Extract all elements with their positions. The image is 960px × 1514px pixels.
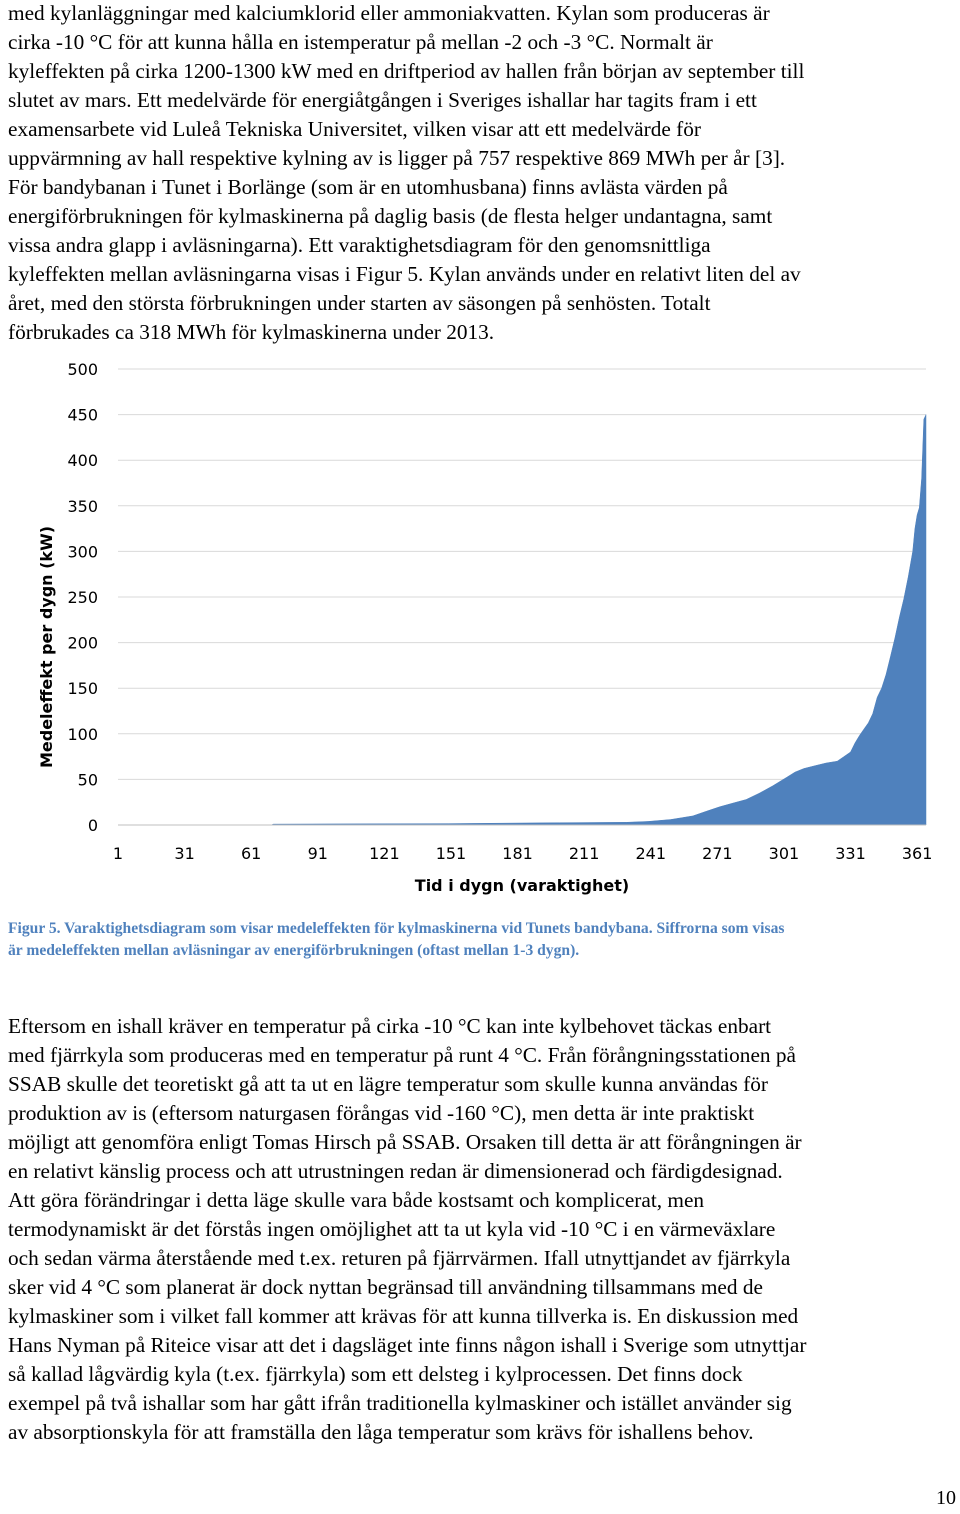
x-tick-label: 121 [369,844,400,863]
x-tick-label: 271 [702,844,733,863]
x-tick-label: 241 [635,844,666,863]
y-tick-label: 300 [67,542,98,561]
y-tick-label: 450 [67,406,98,425]
y-tick-label: 0 [88,816,98,835]
body-paragraph-bottom: Eftersom en ishall kräver en temperatur … [8,1014,807,1444]
chart-x-ticks: 1 31 61 91 121 151 181 211 241 271 301 331 361 [113,844,932,863]
figure-5-chart: 0 50 100 150 200 250 300 350 400 450 500 1 31 61 91 12… [0,350,960,910]
y-axis-title: Medeleffekt per dygn (kW) [37,526,56,768]
x-tick-label: 61 [241,844,261,863]
y-tick-label: 500 [67,360,98,379]
y-tick-label: 400 [67,451,98,470]
y-tick-label: 100 [67,725,98,744]
x-tick-label: 331 [835,844,866,863]
x-tick-label: 91 [308,844,328,863]
area-series-fill [118,414,927,826]
x-tick-label: 1 [113,844,123,863]
y-tick-label: 200 [67,634,98,653]
x-tick-label: 361 [902,844,933,863]
chart-y-ticks: 0 50 100 150 200 250 300 350 400 450 500 [67,360,98,835]
x-tick-label: 151 [436,844,467,863]
y-tick-label: 50 [78,770,98,789]
x-tick-label: 31 [174,844,194,863]
x-tick-label: 301 [769,844,800,863]
y-tick-label: 250 [67,588,98,607]
y-tick-label: 150 [67,679,98,698]
x-tick-label: 181 [502,844,533,863]
y-tick-label: 350 [67,497,98,516]
page-number: 10 [936,1487,956,1509]
body-paragraph-top: med kylanläggningar med kalciumklorid el… [8,1,805,344]
duration-chart-svg: 0 50 100 150 200 250 300 350 400 450 500 1 31 61 91 12… [37,360,932,895]
x-tick-label: 211 [569,844,600,863]
figure-caption: Figur 5. Varaktighetsdiagram som visar m… [8,920,785,959]
x-axis-title: Tid i dygn (varaktighet) [415,876,629,895]
chart-gridlines [118,368,926,826]
chart-area-series [118,414,927,826]
